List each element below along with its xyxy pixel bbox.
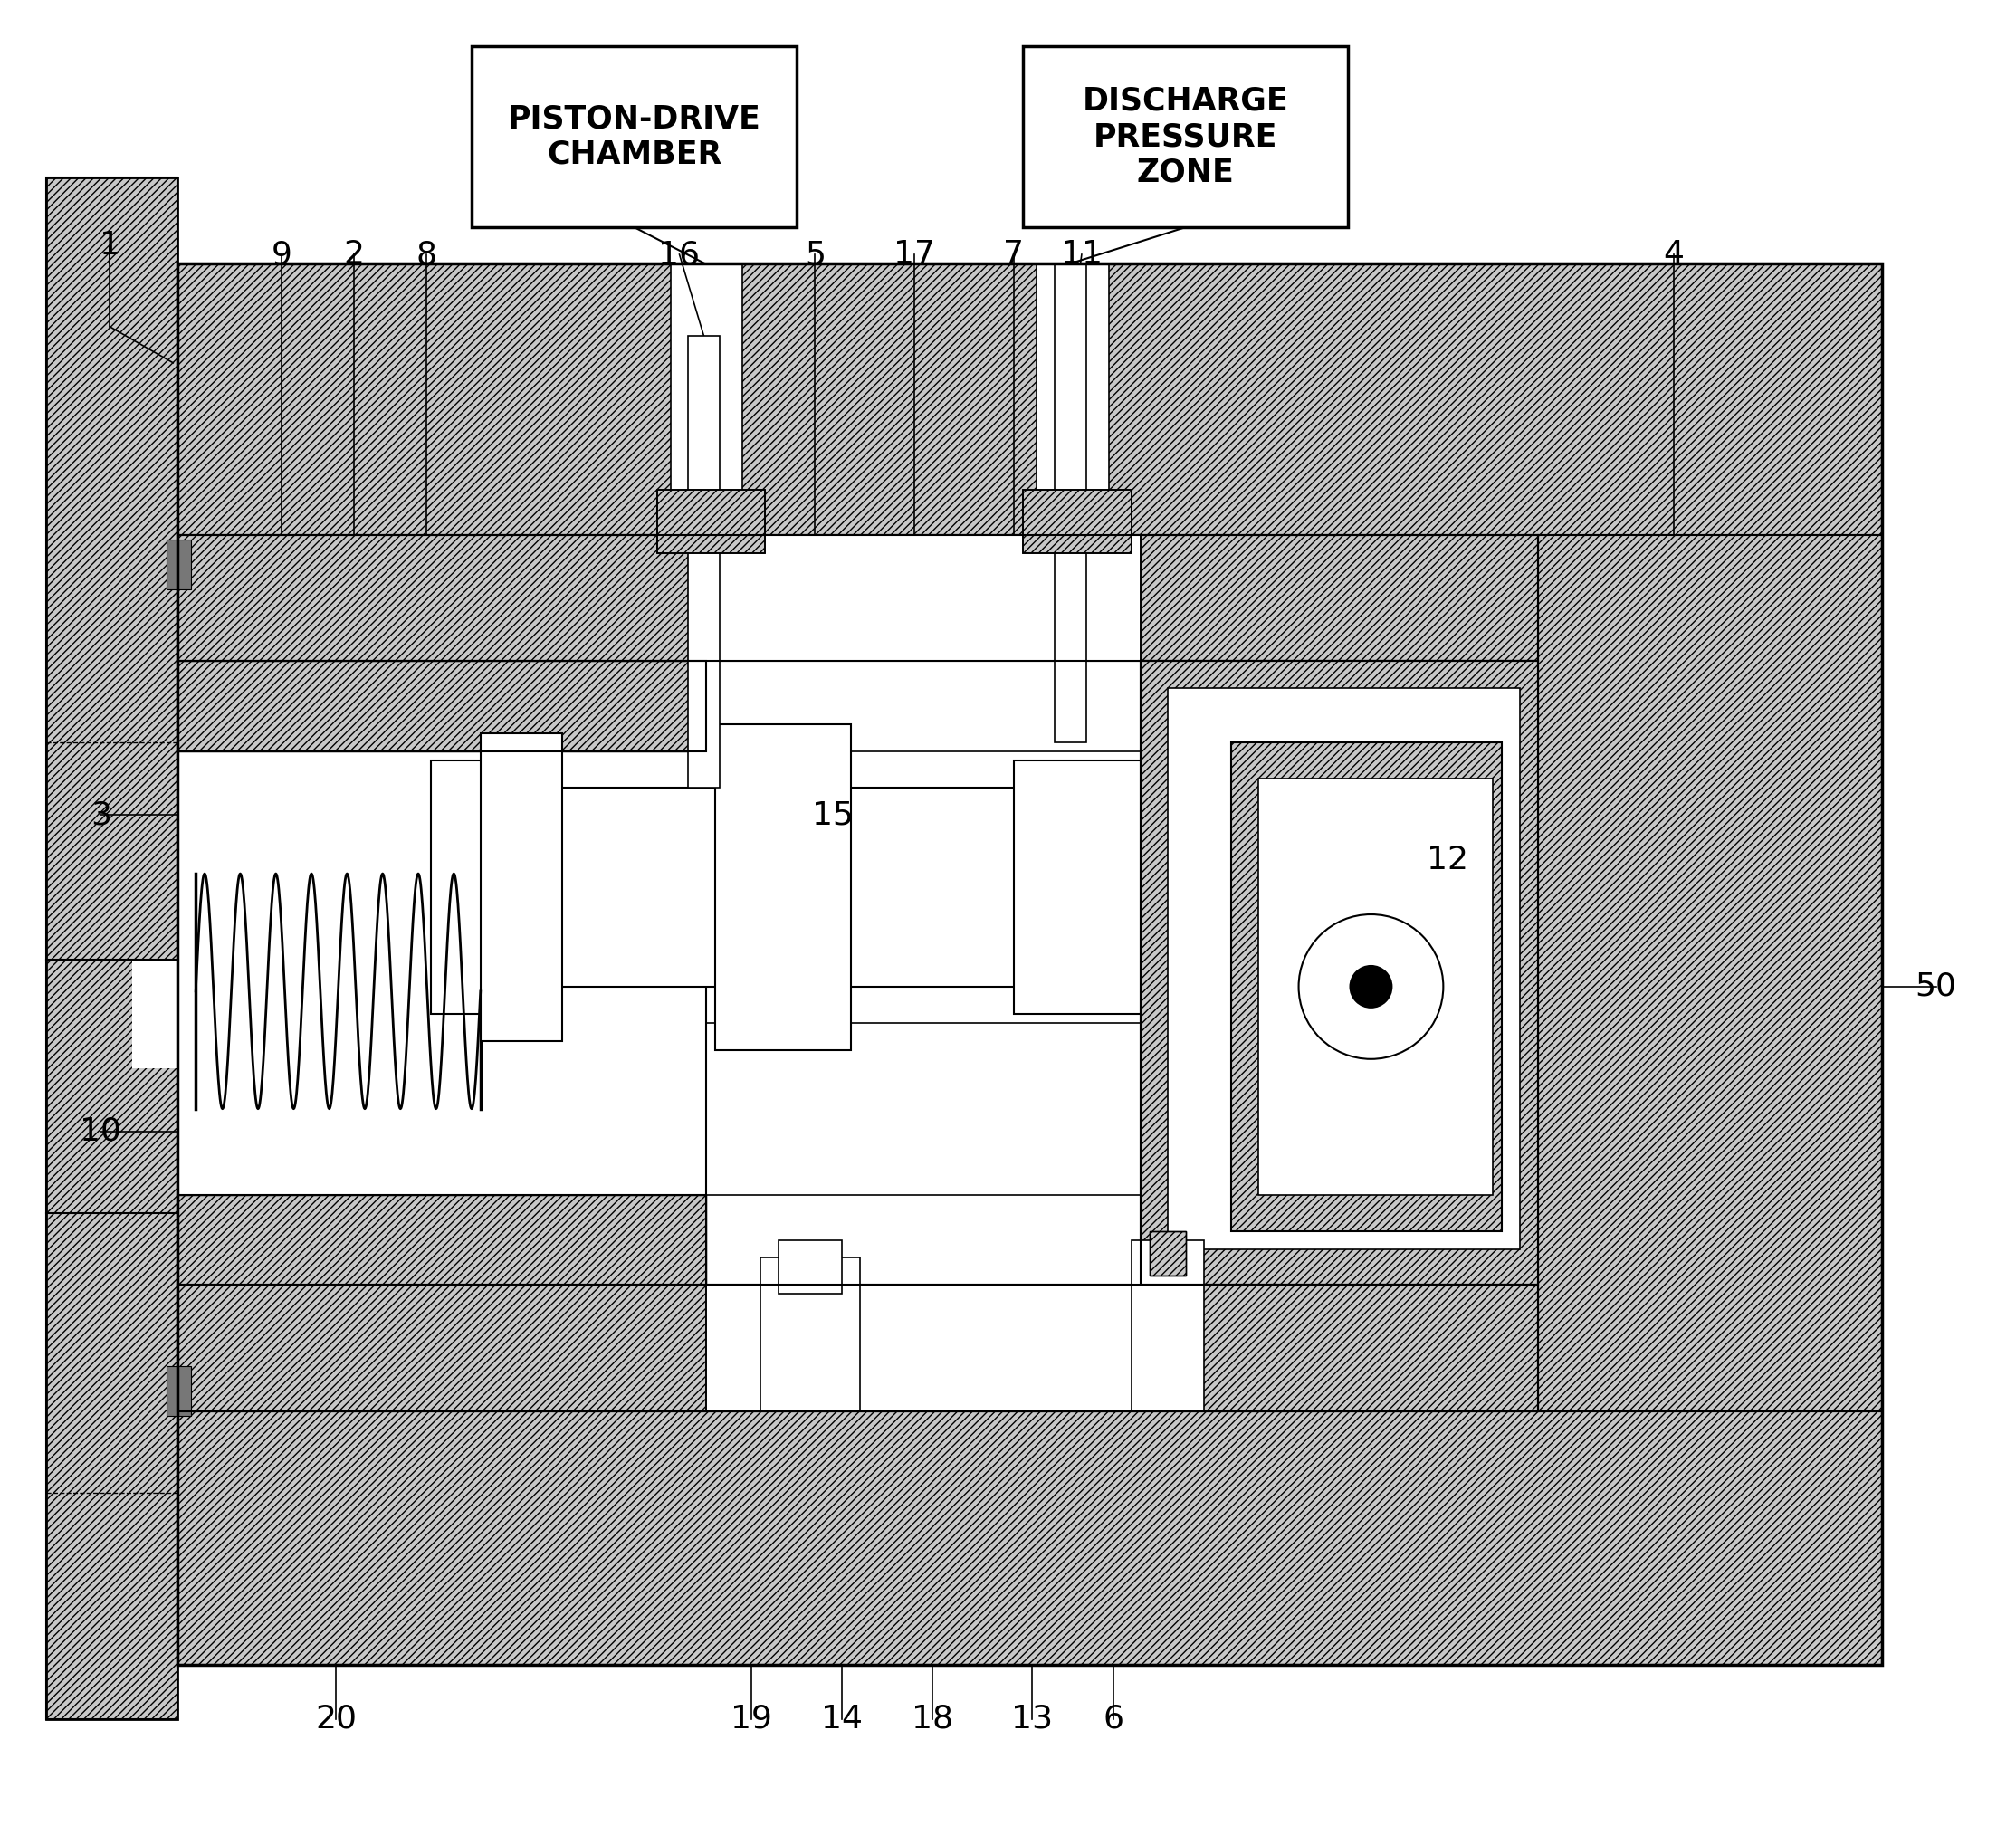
Bar (480, 734, 562, 1041)
Bar (671, 264, 742, 535)
Bar (1167, 688, 1520, 1249)
Bar (1149, 1231, 1185, 1277)
Bar (133, 887, 177, 959)
Text: PISTON-DRIVE
CHAMBER: PISTON-DRIVE CHAMBER (508, 103, 760, 170)
Bar (480, 788, 1141, 987)
Bar (778, 1240, 843, 1293)
Bar (1141, 661, 1538, 1284)
Bar (716, 725, 851, 1050)
Text: 15: 15 (812, 799, 855, 830)
Text: 3: 3 (91, 799, 111, 830)
Bar (177, 661, 706, 751)
Bar (431, 760, 534, 1013)
Bar (1258, 779, 1494, 1194)
Bar (177, 535, 1538, 1411)
Bar (657, 489, 766, 554)
Text: 9: 9 (272, 240, 292, 269)
Bar (177, 1411, 1881, 1664)
Text: 14: 14 (821, 1703, 863, 1734)
Text: 1: 1 (99, 231, 121, 260)
Text: 6: 6 (1103, 1703, 1123, 1734)
Text: 20: 20 (314, 1703, 357, 1734)
Bar (1131, 1240, 1204, 1411)
Bar (46, 177, 177, 1720)
Bar (133, 887, 177, 1140)
Bar (1022, 46, 1349, 227)
Bar (167, 539, 192, 589)
Bar (687, 336, 720, 788)
Text: 16: 16 (659, 240, 700, 269)
Bar (1232, 742, 1502, 1231)
Bar (657, 489, 766, 554)
Bar (177, 661, 706, 751)
Bar (167, 1367, 192, 1417)
Circle shape (1349, 965, 1393, 1009)
Text: 50: 50 (1915, 970, 1958, 1002)
Bar (177, 1284, 1538, 1411)
Bar (1036, 264, 1109, 535)
Bar (177, 264, 1881, 1664)
Bar (177, 1194, 706, 1284)
Bar (177, 1284, 1538, 1411)
Bar (177, 661, 706, 1284)
Bar (760, 1258, 861, 1411)
Text: 19: 19 (732, 1703, 772, 1734)
Text: 7: 7 (1004, 240, 1024, 269)
Bar (133, 1068, 177, 1140)
Bar (177, 535, 1538, 661)
Text: DISCHARGE
PRESSURE
ZONE: DISCHARGE PRESSURE ZONE (1083, 87, 1288, 188)
Bar (1014, 760, 1141, 1013)
Bar (1022, 489, 1131, 554)
Bar (177, 264, 1881, 535)
Bar (177, 535, 1538, 661)
Bar (706, 1284, 1141, 1411)
Text: 8: 8 (415, 240, 437, 269)
Bar (1054, 264, 1087, 742)
Text: 4: 4 (1663, 240, 1683, 269)
Bar (1538, 535, 1881, 1411)
Bar (46, 177, 177, 1720)
Bar (706, 535, 1141, 661)
Text: 2: 2 (343, 240, 365, 269)
Text: 12: 12 (1427, 845, 1468, 876)
Circle shape (1298, 915, 1443, 1059)
Bar (1232, 742, 1502, 1231)
Bar (472, 46, 796, 227)
Text: 13: 13 (1012, 1703, 1052, 1734)
Bar (1022, 489, 1131, 554)
Bar (177, 1194, 706, 1284)
Text: 18: 18 (911, 1703, 954, 1734)
Text: 5: 5 (804, 240, 825, 269)
Bar (1141, 661, 1538, 1284)
Text: 10: 10 (81, 1116, 121, 1148)
Text: 11: 11 (1060, 240, 1103, 269)
Text: 17: 17 (893, 240, 935, 269)
Bar (1149, 1231, 1185, 1277)
